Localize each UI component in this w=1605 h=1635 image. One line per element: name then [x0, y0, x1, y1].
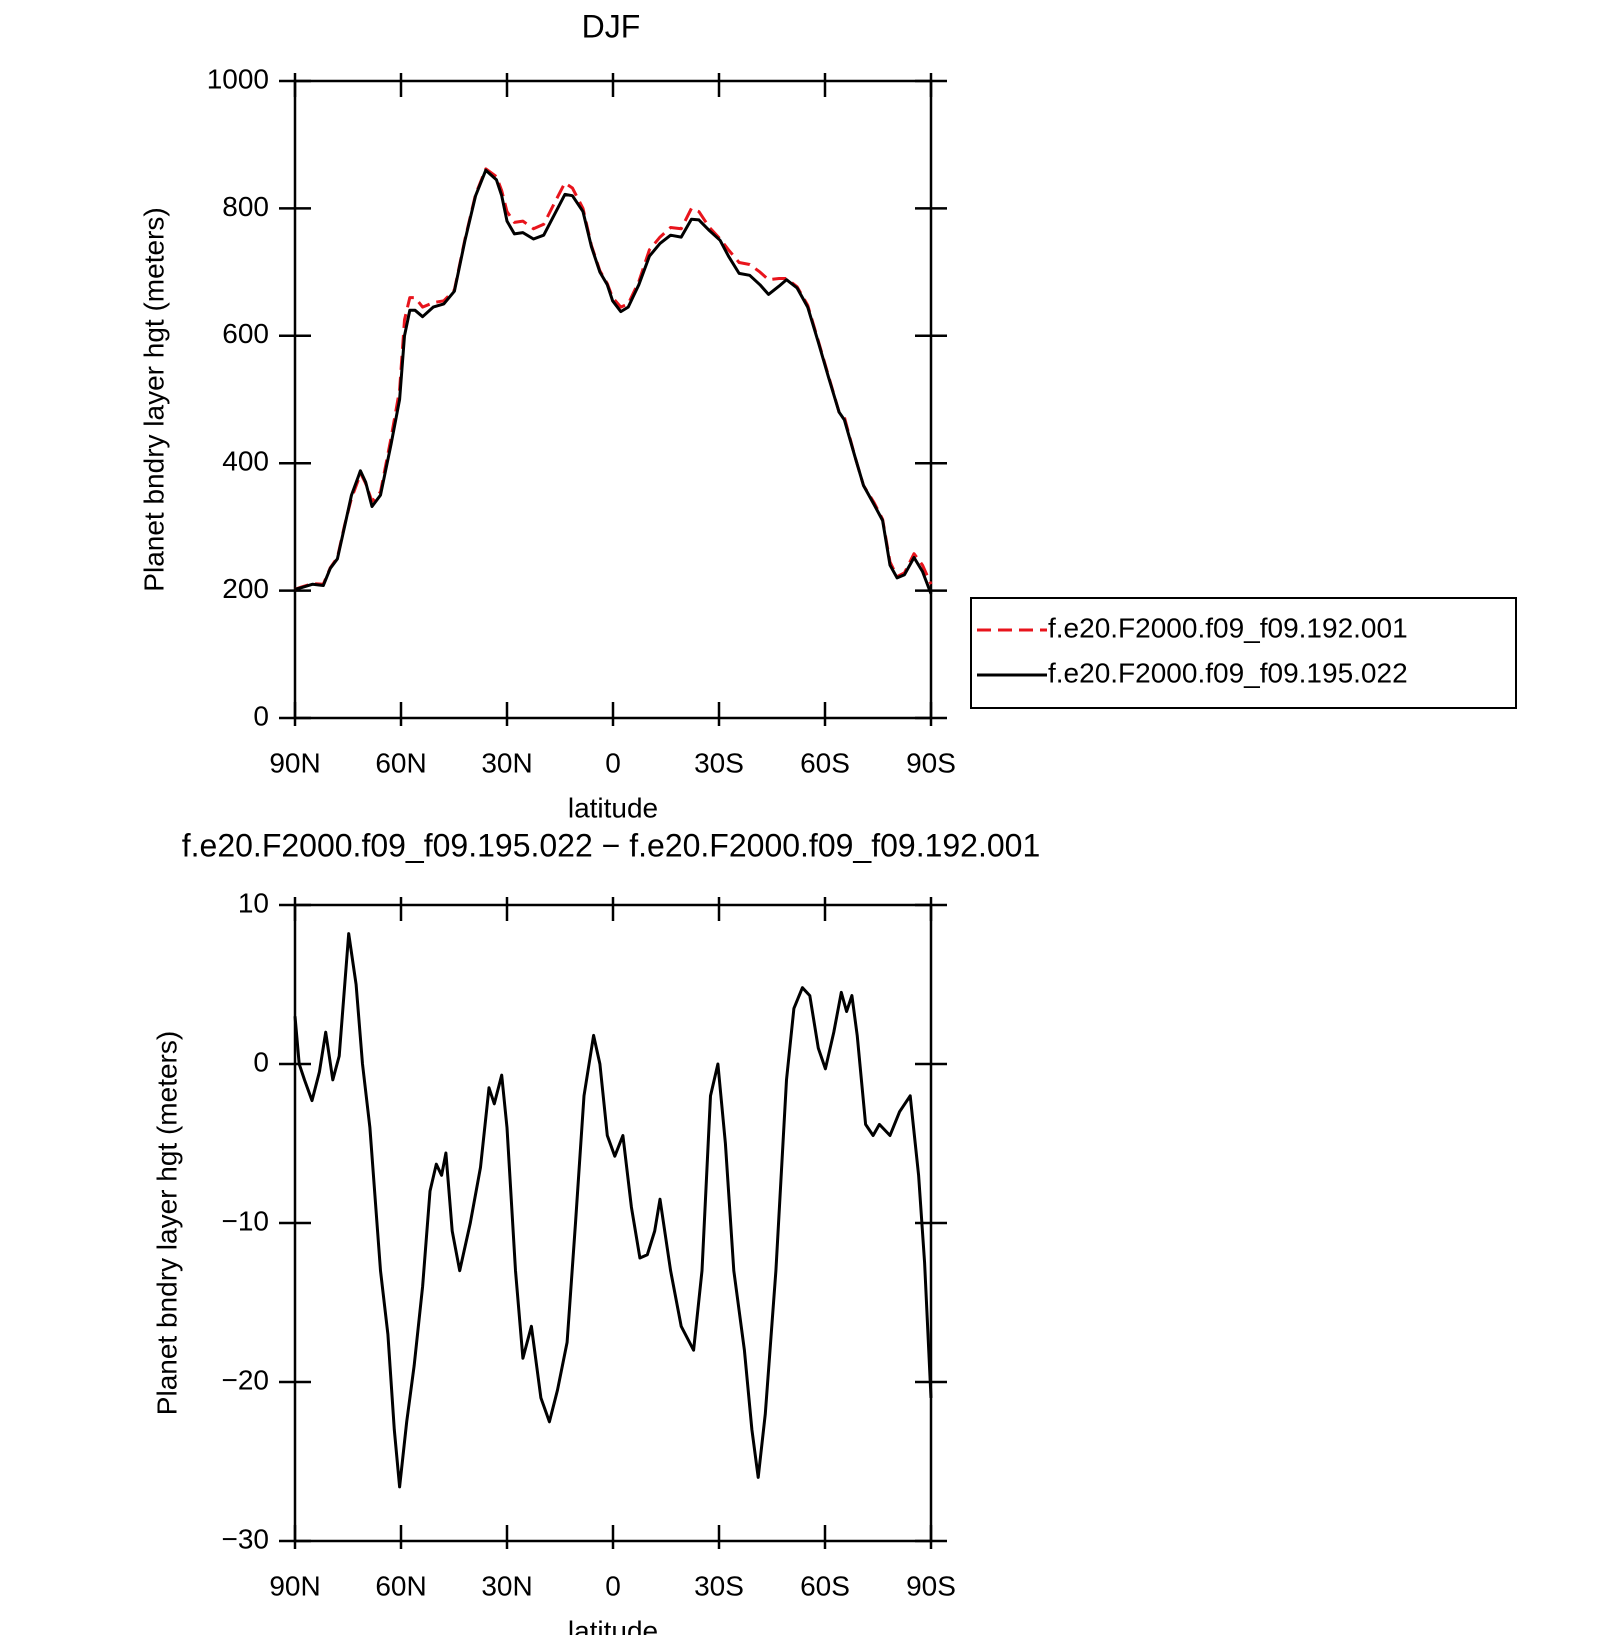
- x-tick-label: 60S: [800, 747, 850, 778]
- x-tick-label: 90S: [906, 747, 956, 778]
- y-tick-label: −10: [222, 1205, 270, 1236]
- x-tick-label: 60S: [800, 1570, 850, 1601]
- x-tick-label: 30N: [481, 1570, 532, 1601]
- legend-label: f.e20.F2000.f09_f09.192.001: [1048, 612, 1408, 643]
- x-tick-label: 90N: [269, 747, 320, 778]
- x-tick-label: 30S: [694, 747, 744, 778]
- chart-title: DJF: [582, 8, 641, 44]
- plot-frame: [293, 903, 933, 1543]
- x-tick-label: 0: [605, 1570, 621, 1601]
- y-tick-label: 600: [222, 318, 269, 349]
- y-tick-label: 0: [253, 700, 269, 731]
- y-axis-label: Planet bndry layer hgt (meters): [151, 1031, 182, 1415]
- x-tick-label: 30N: [481, 747, 532, 778]
- y-axis-label: Planet bndry layer hgt (meters): [138, 207, 169, 591]
- chart-title: f.e20.F2000.f09_f09.195.022 − f.e20.F200…: [182, 827, 1041, 863]
- data-line: [293, 932, 933, 1489]
- x-tick-label: 0: [605, 747, 621, 778]
- y-tick-label: 400: [222, 446, 269, 477]
- data-line: [294, 168, 933, 595]
- plot-frame: [293, 79, 933, 720]
- y-tick-label: 0: [253, 1046, 269, 1077]
- x-tick-label: 90N: [269, 1570, 320, 1601]
- y-tick-label: −20: [222, 1364, 270, 1395]
- y-tick-label: 1000: [207, 63, 269, 94]
- x-tick-label: 60N: [375, 1570, 426, 1601]
- x-tick-label: 60N: [375, 747, 426, 778]
- x-tick-label: 30S: [694, 1570, 744, 1601]
- x-tick-label: 90S: [906, 1570, 956, 1601]
- y-tick-label: −30: [222, 1523, 270, 1554]
- legend-box: [970, 597, 1517, 709]
- x-axis-label: latitude: [568, 792, 658, 823]
- y-tick-label: 200: [222, 573, 269, 604]
- legend-label: f.e20.F2000.f09_f09.195.022: [1048, 657, 1408, 688]
- x-axis-label: latitude: [568, 1615, 658, 1635]
- y-tick-label: 10: [238, 887, 269, 918]
- data-line: [294, 167, 933, 591]
- y-tick-label: 800: [222, 191, 269, 222]
